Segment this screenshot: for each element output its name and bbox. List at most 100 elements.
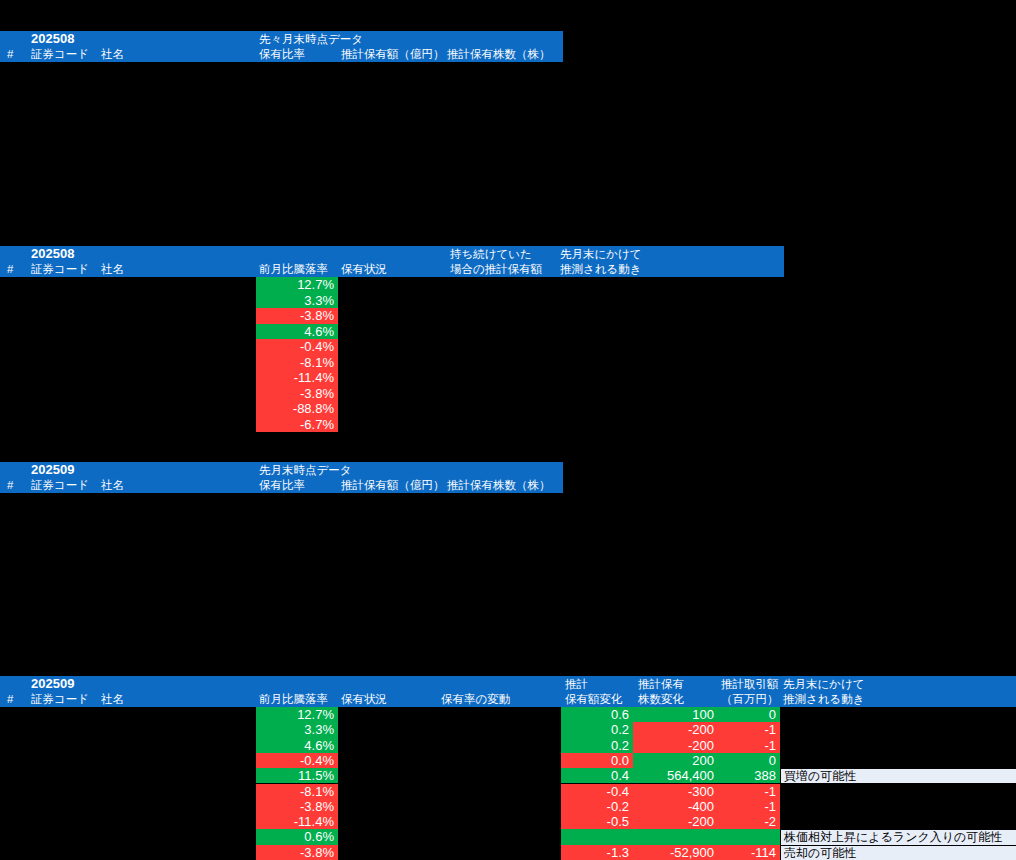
trade-amount-cell[interactable] bbox=[718, 829, 780, 844]
holding-amount-change-cell[interactable] bbox=[561, 829, 633, 844]
pct-change-cell[interactable]: -8.1% bbox=[256, 784, 338, 799]
col-header-num: # bbox=[7, 261, 13, 277]
col-header-est-line2: 保有額変化 bbox=[565, 691, 623, 707]
pct-change-cell[interactable]: 0.6% bbox=[256, 829, 338, 844]
col-header-status: 保有状況 bbox=[341, 261, 387, 277]
pct-change-cell[interactable]: -88.8% bbox=[256, 401, 338, 417]
col-header-ratio: 保有比率 bbox=[259, 477, 305, 493]
pct-change-cell[interactable]: 4.6% bbox=[256, 324, 338, 340]
spreadsheet-canvas: { "colors": { "background": "#000000", "… bbox=[0, 0, 1016, 860]
col-header-name: 社名 bbox=[101, 477, 124, 493]
pct-change-cell[interactable]: 3.3% bbox=[256, 722, 338, 737]
col-header-move-line2: 推測される動き bbox=[560, 261, 642, 277]
pct-change-cell[interactable]: -3.8% bbox=[256, 308, 338, 324]
holding-shares-change-cell[interactable] bbox=[633, 829, 718, 844]
col-header-code: 証券コード bbox=[31, 691, 89, 707]
pct-change-cell[interactable]: -6.7% bbox=[256, 417, 338, 433]
trade-amount-cell[interactable]: -114 bbox=[718, 845, 780, 860]
holding-shares-change-cell[interactable]: -200 bbox=[633, 722, 718, 737]
pct-change-cell[interactable]: -0.4% bbox=[256, 339, 338, 355]
holding-shares-change-cell[interactable]: -52,900 bbox=[633, 845, 718, 860]
col-header-change: 前月比騰落率 bbox=[259, 261, 328, 277]
trade-amount-cell[interactable]: -1 bbox=[718, 738, 780, 753]
col-header-trade-line2: （百万円） bbox=[721, 691, 779, 707]
section3-group-label: 先月末時点データ bbox=[259, 462, 352, 478]
col-header-est-line1: 推計 bbox=[565, 676, 588, 692]
col-header-name: 社名 bbox=[101, 691, 124, 707]
predicted-move-label[interactable]: 売却の可能性 bbox=[781, 845, 1016, 860]
col-header-trade-line1: 推計取引額 bbox=[721, 676, 779, 692]
pct-change-cell[interactable]: -0.4% bbox=[256, 753, 338, 768]
section2-header: 202508 持ち続けていた 先月末にかけて # 証券コード 社名 前月比騰落率… bbox=[0, 246, 784, 277]
holding-amount-change-cell[interactable]: -0.2 bbox=[561, 799, 633, 814]
col-header-move-line1: 先月末にかけて bbox=[783, 676, 865, 692]
section4-period-label: 202509 bbox=[31, 676, 74, 692]
holding-amount-change-cell[interactable]: -1.3 bbox=[561, 845, 633, 860]
section4-rows: 12.7%0.610003.3%0.2-200-14.6%0.2-200-1-0… bbox=[0, 707, 1016, 860]
holding-amount-change-cell[interactable]: -0.5 bbox=[561, 814, 633, 829]
pct-change-cell[interactable]: -3.8% bbox=[256, 799, 338, 814]
pct-change-cell[interactable]: -8.1% bbox=[256, 355, 338, 371]
section2-rows: 12.7%3.3%-3.8%4.6%-0.4%-8.1%-11.4%-3.8%-… bbox=[0, 277, 1016, 432]
trade-amount-cell[interactable]: -1 bbox=[718, 722, 780, 737]
col-header-hold-line1: 持ち続けていた bbox=[450, 246, 532, 262]
pct-change-cell[interactable]: 3.3% bbox=[256, 293, 338, 309]
section3-period-label: 202509 bbox=[31, 462, 74, 478]
col-header-hold-line2: 場合の推計保有額 bbox=[450, 261, 542, 277]
pct-change-cell[interactable]: -3.8% bbox=[256, 845, 338, 860]
trade-amount-cell[interactable]: -1 bbox=[718, 799, 780, 814]
col-header-num: # bbox=[7, 477, 13, 493]
col-header-change: 前月比騰落率 bbox=[259, 691, 328, 707]
col-header-shares-line2: 株数変化 bbox=[638, 691, 684, 707]
col-header-name: 社名 bbox=[101, 261, 124, 277]
holding-shares-change-cell[interactable]: -200 bbox=[633, 738, 718, 753]
col-header-code: 証券コード bbox=[31, 46, 89, 62]
pct-change-cell[interactable]: 4.6% bbox=[256, 738, 338, 753]
holding-shares-change-cell[interactable]: 100 bbox=[633, 707, 718, 722]
section1-period-label: 202508 bbox=[31, 31, 74, 47]
col-header-status: 保有状況 bbox=[341, 691, 387, 707]
col-header-move-line1: 先月末にかけて bbox=[560, 246, 642, 262]
predicted-move-label[interactable]: 買増の可能性 bbox=[781, 768, 1016, 783]
holding-amount-change-cell[interactable]: 0.0 bbox=[561, 753, 633, 768]
col-header-code: 証券コード bbox=[31, 477, 89, 493]
pct-change-cell[interactable]: -11.4% bbox=[256, 370, 338, 386]
trade-amount-cell[interactable]: 388 bbox=[718, 768, 780, 783]
holding-shares-change-cell[interactable]: 200 bbox=[633, 753, 718, 768]
section1-header: 202508 先々月末時点データ # 証券コード 社名 保有比率 推計保有額（億… bbox=[0, 31, 563, 62]
section4-header: 202509 推計 推計保有 推計取引額 先月末にかけて # 証券コード 社名 … bbox=[0, 676, 1016, 707]
trade-amount-cell[interactable]: 0 bbox=[718, 707, 780, 722]
pct-change-cell[interactable]: 12.7% bbox=[256, 277, 338, 293]
holding-amount-change-cell[interactable]: 0.2 bbox=[561, 738, 633, 753]
holding-amount-change-cell[interactable]: 0.2 bbox=[561, 722, 633, 737]
pct-change-cell[interactable]: -11.4% bbox=[256, 814, 338, 829]
col-header-amount: 推計保有額（億円） bbox=[341, 477, 445, 493]
section2-period-label: 202508 bbox=[31, 246, 74, 262]
col-header-name: 社名 bbox=[101, 46, 124, 62]
col-header-shares: 推計保有株数（株） bbox=[447, 477, 551, 493]
col-header-code: 証券コード bbox=[31, 261, 89, 277]
col-header-amount: 推計保有額（億円） bbox=[341, 46, 445, 62]
col-header-fluct: 保有率の変動 bbox=[441, 691, 510, 707]
holding-shares-change-cell[interactable]: -400 bbox=[633, 799, 718, 814]
holding-amount-change-cell[interactable]: 0.4 bbox=[561, 768, 633, 783]
col-header-move-line2: 推測される動き bbox=[783, 691, 865, 707]
col-header-shares-line1: 推計保有 bbox=[638, 676, 684, 692]
holding-amount-change-cell[interactable]: 0.6 bbox=[561, 707, 633, 722]
trade-amount-cell[interactable]: -1 bbox=[718, 784, 780, 799]
trade-amount-cell[interactable]: -2 bbox=[718, 814, 780, 829]
col-header-num: # bbox=[7, 46, 13, 62]
col-header-num: # bbox=[7, 691, 13, 707]
col-header-shares: 推計保有株数（株） bbox=[447, 46, 551, 62]
pct-change-cell[interactable]: 11.5% bbox=[256, 768, 338, 783]
holding-shares-change-cell[interactable]: 564,400 bbox=[633, 768, 718, 783]
holding-shares-change-cell[interactable]: -200 bbox=[633, 814, 718, 829]
section3-header: 202509 先月末時点データ # 証券コード 社名 保有比率 推計保有額（億円… bbox=[0, 462, 563, 493]
holding-amount-change-cell[interactable]: -0.4 bbox=[561, 784, 633, 799]
predicted-move-label[interactable]: 株価相対上昇によるランク入りの可能性 bbox=[781, 829, 1016, 844]
pct-change-cell[interactable]: -3.8% bbox=[256, 386, 338, 402]
section1-group-label: 先々月末時点データ bbox=[259, 31, 363, 47]
pct-change-cell[interactable]: 12.7% bbox=[256, 707, 338, 722]
trade-amount-cell[interactable]: 0 bbox=[718, 753, 780, 768]
holding-shares-change-cell[interactable]: -300 bbox=[633, 784, 718, 799]
